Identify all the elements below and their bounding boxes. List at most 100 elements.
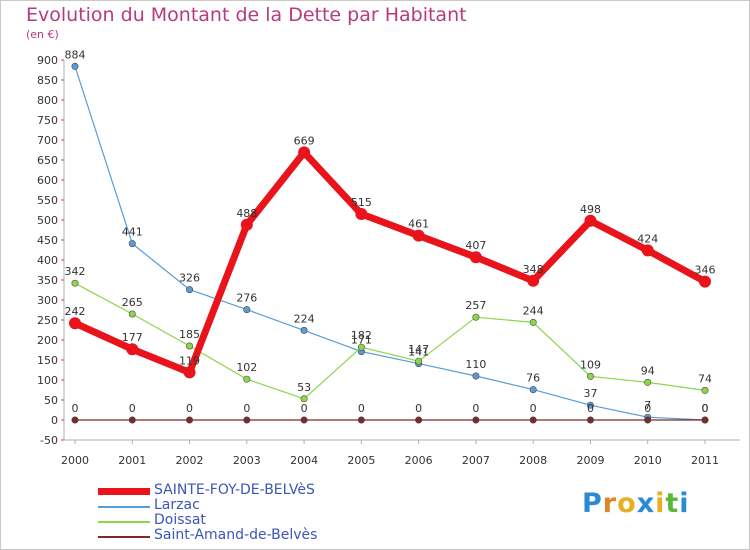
data-label: 441 xyxy=(122,226,143,239)
series-line-2 xyxy=(74,282,706,400)
logo-letter: i xyxy=(679,488,690,519)
y-tick-label: 100 xyxy=(37,374,58,387)
y-tick-label: 200 xyxy=(37,334,58,347)
data-label: 0 xyxy=(530,402,537,415)
y-tick-label: 800 xyxy=(37,94,58,107)
legend-label: Larzac xyxy=(154,497,200,513)
y-tick-label: 50 xyxy=(44,394,58,407)
series-point-2 xyxy=(472,313,480,321)
logo-letter: t xyxy=(665,488,680,519)
y-tick-label: 900 xyxy=(37,54,58,67)
series-point-1 xyxy=(472,372,480,380)
data-label: 119 xyxy=(179,354,200,367)
data-label: 224 xyxy=(294,312,315,325)
series-point-0 xyxy=(527,274,540,287)
data-label: 182 xyxy=(351,329,372,342)
data-label: 0 xyxy=(702,402,709,415)
data-label: 102 xyxy=(236,361,257,374)
data-label: 53 xyxy=(297,381,311,394)
data-label: 265 xyxy=(122,296,143,309)
x-tick-label: 2003 xyxy=(233,454,261,467)
series-point-1 xyxy=(128,240,136,248)
series-point-0 xyxy=(412,229,425,242)
data-label: 276 xyxy=(236,292,257,305)
series-point-3 xyxy=(644,416,652,424)
series-point-2 xyxy=(415,357,423,365)
data-label: 498 xyxy=(580,203,601,216)
y-tick-label: 550 xyxy=(37,194,58,207)
series-point-2 xyxy=(644,378,652,386)
data-label: 7 xyxy=(644,399,651,412)
series-line-0 xyxy=(73,148,707,376)
series-point-0 xyxy=(699,275,711,288)
series-point-0 xyxy=(69,317,81,330)
data-label: 346 xyxy=(695,264,716,277)
data-label: 177 xyxy=(122,331,143,344)
series-point-0 xyxy=(469,251,482,264)
series-point-3 xyxy=(357,416,365,424)
series-point-3 xyxy=(71,416,79,424)
x-tick-label: 2006 xyxy=(405,454,433,467)
x-tick-label: 2007 xyxy=(462,454,490,467)
series-point-3 xyxy=(586,416,594,424)
series-point-3 xyxy=(243,416,251,424)
y-tick-label: 400 xyxy=(37,254,58,267)
series-point-2 xyxy=(243,375,251,383)
legend-label: Saint-Amand-de-Belvès xyxy=(154,527,318,543)
x-tick-label: 2011 xyxy=(691,454,719,467)
chart-unit-subtitle: (en €) xyxy=(26,28,59,41)
series-point-3 xyxy=(529,416,537,424)
logo-letter: r xyxy=(602,488,618,519)
y-tick-label: 500 xyxy=(37,214,58,227)
legend-swatch xyxy=(98,521,150,523)
series-point-3 xyxy=(472,416,480,424)
x-tick-label: 2000 xyxy=(61,454,89,467)
legend-swatch xyxy=(98,488,150,495)
data-label: 244 xyxy=(523,304,544,317)
data-label: 407 xyxy=(465,239,486,252)
data-label: 257 xyxy=(465,299,486,312)
proxiti-logo: Proxiti xyxy=(582,488,690,519)
series-point-2 xyxy=(701,386,709,394)
series-point-2 xyxy=(529,318,537,326)
series-point-0 xyxy=(355,208,368,220)
y-tick-label: 450 xyxy=(37,234,58,247)
data-label: 171 xyxy=(351,334,372,347)
legend-label: Doissat xyxy=(154,512,206,528)
logo-letter: x xyxy=(636,488,656,519)
series-point-0 xyxy=(126,343,139,356)
data-label: 0 xyxy=(129,402,136,415)
series-point-2 xyxy=(71,279,79,287)
data-label: 110 xyxy=(465,358,486,371)
data-label: 424 xyxy=(637,232,658,245)
series-point-3 xyxy=(701,416,709,424)
series-point-3 xyxy=(415,416,423,424)
data-label: 488 xyxy=(236,207,257,220)
legend-swatch xyxy=(98,506,150,508)
series-point-0 xyxy=(240,218,253,231)
data-label: 461 xyxy=(408,218,429,231)
x-tick-label: 2010 xyxy=(634,454,662,467)
y-tick-label: 350 xyxy=(37,274,58,287)
x-tick-label: 2008 xyxy=(519,454,547,467)
series-point-1 xyxy=(243,306,251,314)
data-label: 0 xyxy=(472,402,479,415)
x-tick-label: 2009 xyxy=(576,454,604,467)
series-point-0 xyxy=(641,244,654,257)
series-point-3 xyxy=(300,416,308,424)
y-tick-label: 150 xyxy=(37,354,58,367)
data-label: 141 xyxy=(408,346,429,359)
data-label: 884 xyxy=(65,48,86,61)
data-label: 348 xyxy=(523,263,544,276)
data-label: 242 xyxy=(65,305,86,318)
series-point-2 xyxy=(300,395,308,403)
legend-swatch xyxy=(98,536,150,538)
y-tick-label: 300 xyxy=(37,294,58,307)
logo-letter: i xyxy=(655,488,666,519)
data-label: 515 xyxy=(351,196,372,209)
series-point-1 xyxy=(300,326,308,334)
series-point-2 xyxy=(128,310,136,318)
data-label: 76 xyxy=(526,372,540,385)
series-point-0 xyxy=(584,214,597,227)
